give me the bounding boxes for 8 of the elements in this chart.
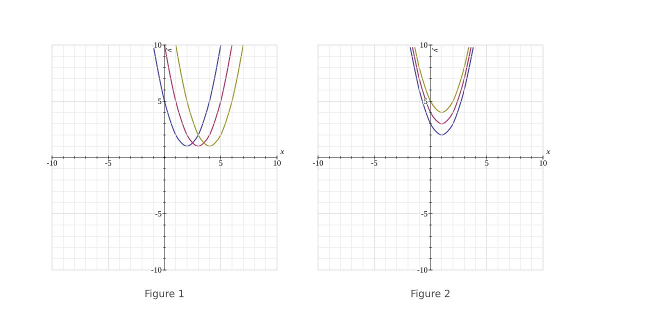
text: Figure 1 — [146, 290, 184, 300]
line-series — [152, 44, 222, 147]
line-series — [412, 46, 472, 124]
line-series — [175, 44, 244, 147]
line-series — [414, 46, 470, 114]
line-series — [164, 44, 233, 147]
text: Figure 2 — [412, 290, 450, 300]
line-series — [410, 46, 474, 136]
